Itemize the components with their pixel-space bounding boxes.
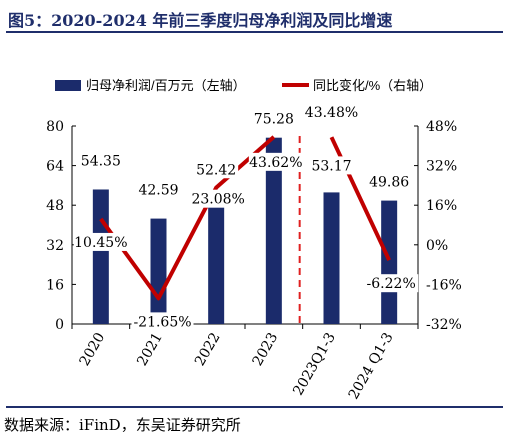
line-data-label: -21.65% <box>133 314 191 330</box>
line-data-label: 43.48% <box>305 105 358 121</box>
source-note: 数据来源：iFinD，东吴证券研究所 <box>4 416 241 434</box>
y-left-tick-label: 32 <box>46 238 64 254</box>
x-tick-label: 2024 Q1-3 <box>346 330 397 402</box>
bar-label-bg <box>367 172 412 191</box>
y-left-tick-label: 48 <box>46 198 64 214</box>
x-tick-label: 2020 <box>77 330 109 369</box>
line-data-label: 10.45% <box>74 235 127 251</box>
y-left-tick-label: 80 <box>46 119 64 135</box>
yoy-line <box>329 136 391 262</box>
y-left-tick-label: 64 <box>46 159 64 175</box>
line-label-bg <box>191 189 246 208</box>
y-left-tick-label: 16 <box>46 277 64 293</box>
x-tick-label: 2021 <box>134 330 166 369</box>
x-tick-label: 2023 <box>250 330 282 369</box>
bar-data-label: 54.35 <box>81 153 121 169</box>
line-label-bg <box>248 152 303 171</box>
bar-data-label: 49.86 <box>369 175 409 191</box>
legend-bar-swatch <box>55 80 81 91</box>
y-right-tick-label: 32% <box>426 159 457 175</box>
bar-data-label: 53.17 <box>311 158 351 174</box>
y-right-tick-label: 16% <box>426 198 457 214</box>
bar-data-label: 75.28 <box>254 112 294 128</box>
line-data-label: -6.22% <box>367 276 416 292</box>
bar <box>265 137 282 324</box>
bar <box>150 218 167 324</box>
bar-label-bg <box>309 156 354 175</box>
y-right-tick-label: -32% <box>426 317 462 333</box>
bar <box>323 192 340 324</box>
y-left-tick-label: 0 <box>55 317 64 333</box>
bar-data-label: 52.42 <box>196 162 236 178</box>
chart-title: 图5：2020-2024 年前三季度归母净利润及同比增速 <box>8 11 393 30</box>
bar-label-bg <box>136 180 181 199</box>
y-right-tick-label: -16% <box>426 277 462 293</box>
yoy-line <box>99 135 276 301</box>
line-data-label: 23.08% <box>191 192 244 208</box>
line-label-bg <box>73 232 128 251</box>
line-data-label: 43.62% <box>249 155 302 171</box>
y-right-tick-label: 0% <box>426 238 448 254</box>
legend-bar-label: 归母净利润/百万元（左轴） <box>86 78 246 93</box>
source-divider <box>6 406 503 408</box>
bar <box>92 189 109 324</box>
line-label-bg <box>131 312 194 331</box>
x-tick-label: 2023Q1-3 <box>290 330 339 398</box>
bar <box>381 200 398 324</box>
bar-data-label: 42.59 <box>138 183 178 199</box>
line-label-bg <box>364 274 419 293</box>
y-right-tick-label: 48% <box>426 119 457 135</box>
bar-label-bg <box>251 109 296 128</box>
legend-line-label: 同比变化/%（右轴） <box>313 78 432 93</box>
line-label-bg <box>304 103 359 122</box>
bar-label-bg <box>78 151 123 170</box>
bar-label-bg <box>194 160 239 179</box>
x-tick-label: 2022 <box>192 330 224 369</box>
bar <box>208 194 225 324</box>
title-bar: 图5：2020-2024 年前三季度归母净利润及同比增速 <box>6 4 503 33</box>
